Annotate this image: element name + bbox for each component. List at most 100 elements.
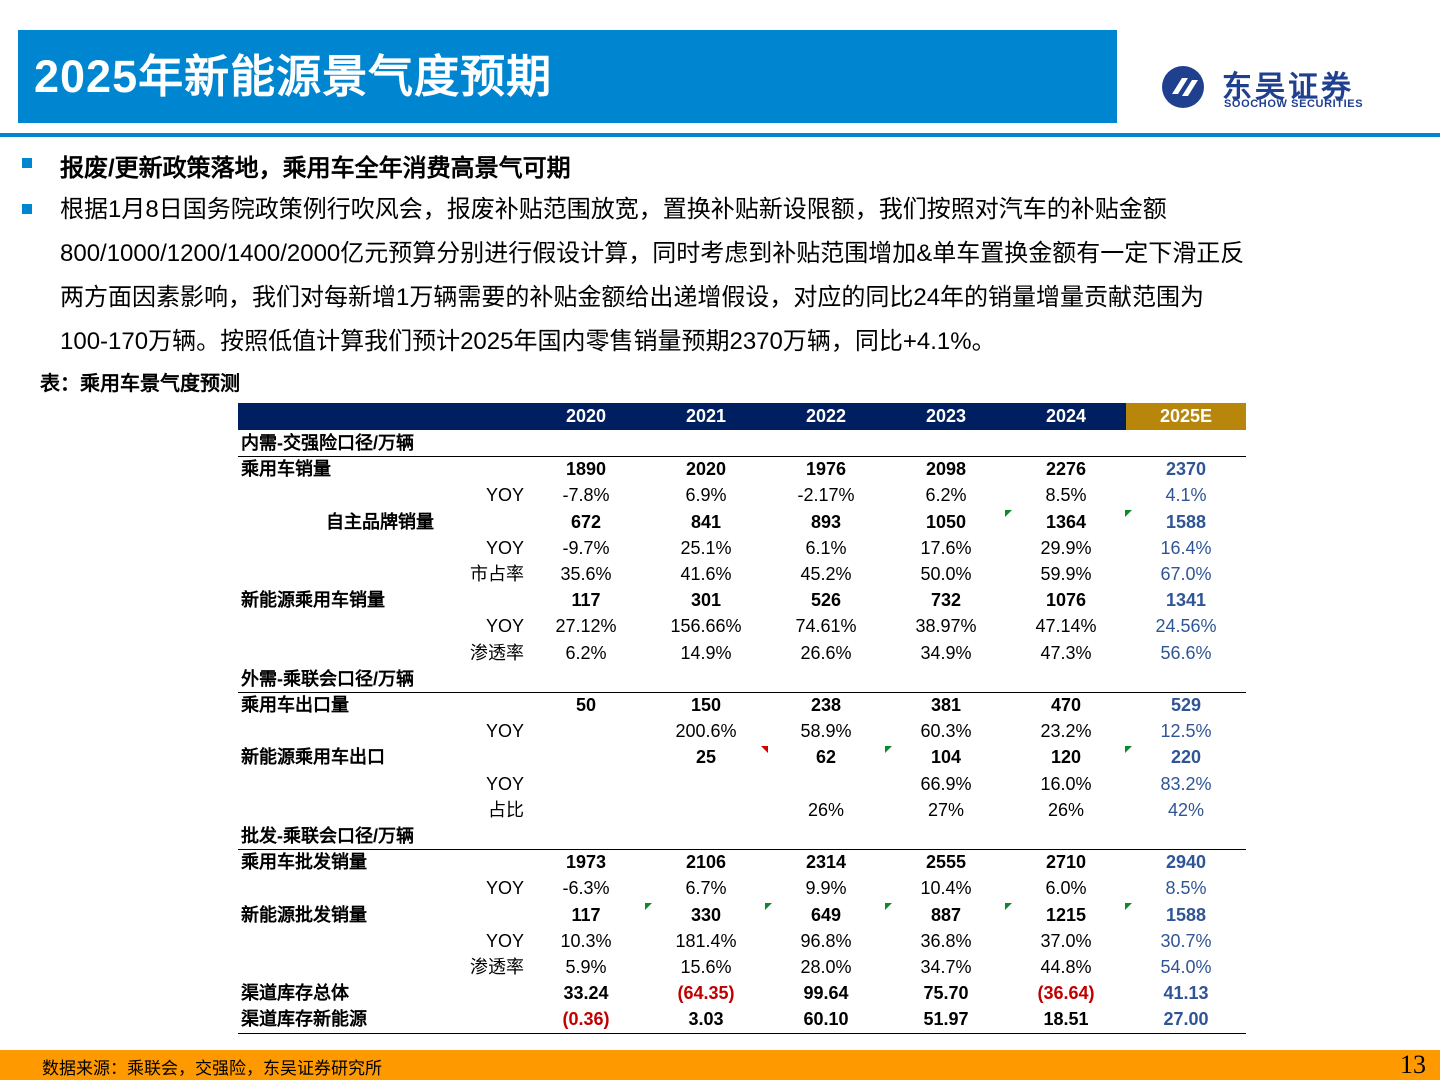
- error-marker-icon: [761, 746, 768, 753]
- table-header: 2020 2021 2022 2023 2024 2025E: [238, 403, 1246, 430]
- column-header-2023: 2023: [925, 406, 967, 426]
- paragraph-line: 800/1000/1200/1400/2000亿元预算分别进行假设计算，同时考虑…: [60, 240, 1245, 267]
- table-cell: 67.0%: [1160, 564, 1212, 584]
- column-header-2020: 2020: [565, 406, 607, 426]
- table-cell: 1341: [1165, 590, 1207, 611]
- table-cell: 27.00: [1163, 1009, 1209, 1030]
- table-cell: 47.14%: [1035, 616, 1097, 637]
- row-label: 自主品牌销量: [326, 511, 434, 532]
- table-row: 新能源批发销量 117 330 649 887 1215 1588: [238, 902, 1246, 928]
- table-cell: 58.9%: [800, 721, 852, 742]
- footer-bar: 数据来源：乘联会，交强险，东吴证券研究所 13: [0, 1050, 1440, 1080]
- comment-marker-icon: [885, 746, 892, 753]
- table-cell: 672: [570, 511, 602, 532]
- logo-name-en: SOOCHOW SECURITIES: [1224, 98, 1364, 110]
- table-cell: 6.7%: [685, 878, 727, 899]
- table-cell: 59.9%: [1040, 564, 1092, 584]
- table-cell: 1976: [805, 459, 847, 480]
- table-row: YOY -7.8% 6.9% -2.17% 6.2% 8.5% 4.1%: [238, 482, 1246, 508]
- table-cell: 649: [810, 904, 842, 925]
- body-paragraph: 根据1月8日国务院政策例行吹风会，报废补贴范围放宽，置换补贴新设限额，我们按照对…: [60, 188, 1430, 364]
- table-cell: 2314: [805, 852, 847, 873]
- comment-marker-icon: [1125, 903, 1132, 910]
- logo-name-cn: 东吴证券: [1222, 71, 1354, 104]
- table-row: YOY 27.12% 156.66% 74.61% 38.97% 47.14% 24.56%: [238, 613, 1246, 639]
- row-label: 新能源乘用车销量: [241, 590, 385, 611]
- table-row: 渠道库存总体 33.24 (64.35) 99.64 75.70 (36.64) 41.13: [238, 980, 1246, 1006]
- table-cell: (64.35): [677, 983, 735, 1004]
- title-rule: [0, 133, 1440, 137]
- table-row: YOY 10.3% 181.4% 96.8% 36.8% 37.0% 30.7%: [238, 928, 1246, 954]
- table-cell: 6.2%: [925, 485, 967, 506]
- table-cell: 74.61%: [795, 616, 857, 637]
- row-label: 渗透率: [470, 957, 524, 977]
- data-source: 数据来源：乘联会，交强险，东吴证券研究所: [42, 1059, 382, 1078]
- table-row: 渗透率 5.9% 15.6% 28.0% 34.7% 44.8% 54.0%: [238, 954, 1246, 980]
- table-cell: 26%: [1047, 799, 1085, 820]
- page-number: 13: [1400, 1050, 1426, 1079]
- table-cell: 16.0%: [1040, 773, 1092, 794]
- table-cell: 28.0%: [800, 957, 852, 977]
- table-cell: 2555: [925, 852, 967, 873]
- table-cell: 1050: [925, 511, 967, 532]
- table-row: 外需-乘联会口径/万辆: [238, 666, 1246, 692]
- comment-marker-icon: [645, 903, 652, 910]
- table-cell: 6.0%: [1045, 878, 1087, 899]
- table-cell: 2710: [1045, 852, 1087, 873]
- section-heading: 报废/更新政策落地，乘用车全年消费高景气可期: [60, 155, 571, 182]
- table-cell: (0.36): [562, 1009, 610, 1030]
- table-cell: 47.3%: [1040, 642, 1092, 663]
- bullet-square-icon: [22, 158, 32, 168]
- table-rule: [238, 456, 1246, 458]
- row-label: YOY: [485, 721, 524, 742]
- bullet-square-icon: [22, 204, 32, 214]
- table-cell: 60.10: [803, 1009, 849, 1030]
- table-row: 乘用车批发销量 1973 2106 2314 2555 2710 2940: [238, 849, 1246, 875]
- table-cell: 27%: [927, 799, 965, 820]
- table-row: 占比 26% 27% 26% 42%: [238, 797, 1246, 823]
- company-logo: 东吴证券 SOOCHOW SECURITIES: [1160, 64, 1370, 114]
- table-cell: 37.0%: [1040, 930, 1092, 951]
- comment-marker-icon: [1125, 510, 1132, 517]
- table-cell: -9.7%: [562, 537, 610, 558]
- table-cell: 25: [695, 747, 717, 768]
- table-cell: 50.0%: [920, 564, 972, 584]
- table-cell: 1215: [1045, 904, 1087, 925]
- table-cell: 117: [571, 904, 601, 925]
- paragraph-line: 根据1月8日国务院政策例行吹风会，报废补贴范围放宽，置换补贴新设限额，我们按照对…: [60, 196, 1167, 223]
- table-cell: 96.8%: [800, 930, 852, 951]
- row-label: 新能源批发销量: [241, 904, 367, 925]
- table-cell: 841: [690, 511, 722, 532]
- comment-marker-icon: [1125, 746, 1132, 753]
- table-row: YOY 200.6% 58.9% 60.3% 23.2% 12.5%: [238, 718, 1246, 744]
- table-cell: -7.8%: [562, 485, 610, 506]
- row-label: 渠道库存总体: [241, 983, 349, 1004]
- row-label: 新能源乘用车出口: [241, 747, 385, 768]
- row-label: YOY: [485, 537, 524, 558]
- table-cell: 10.4%: [920, 878, 972, 899]
- table-cell: 9.9%: [805, 878, 847, 899]
- row-label: YOY: [485, 773, 524, 794]
- table-cell: 4.1%: [1165, 485, 1207, 506]
- row-label: YOY: [485, 878, 524, 899]
- table-row: 乘用车销量 1890 2020 1976 2098 2276 2370: [238, 456, 1246, 482]
- page-title: 2025年新能源景气度预期: [34, 51, 553, 102]
- table-cell: 6.1%: [805, 537, 847, 558]
- table-cell: 18.51: [1043, 1009, 1089, 1030]
- table-cell: 732: [930, 590, 962, 611]
- table-row: YOY -9.7% 25.1% 6.1% 17.6% 29.9% 16.4%: [238, 535, 1246, 561]
- table-cell: 181.4%: [675, 930, 737, 951]
- table-cell: 2940: [1165, 852, 1207, 873]
- table-cell: 66.9%: [920, 773, 972, 794]
- paragraph-line: 两方面因素影响，我们对每新增1万辆需要的补贴金额给出递增假设，对应的同比24年的…: [60, 284, 1205, 311]
- table-row: 新能源乘用车出口 25 62 104 120 220: [238, 744, 1246, 770]
- table-cell: 24.56%: [1155, 616, 1217, 637]
- table-cell: -2.17%: [797, 485, 855, 506]
- table-cell: 99.64: [803, 983, 849, 1004]
- section-label: 内需-交强险口径/万辆: [241, 433, 414, 453]
- table-cell: (36.64): [1037, 983, 1095, 1004]
- table-row: 自主品牌销量 672 841 893 1050 1364 1588: [238, 509, 1246, 535]
- table-row: 渠道库存新能源 (0.36) 3.03 60.10 51.97 18.51 27.00: [238, 1006, 1246, 1032]
- table-cell: 12.5%: [1160, 721, 1212, 742]
- table-cell: 27.12%: [555, 616, 617, 637]
